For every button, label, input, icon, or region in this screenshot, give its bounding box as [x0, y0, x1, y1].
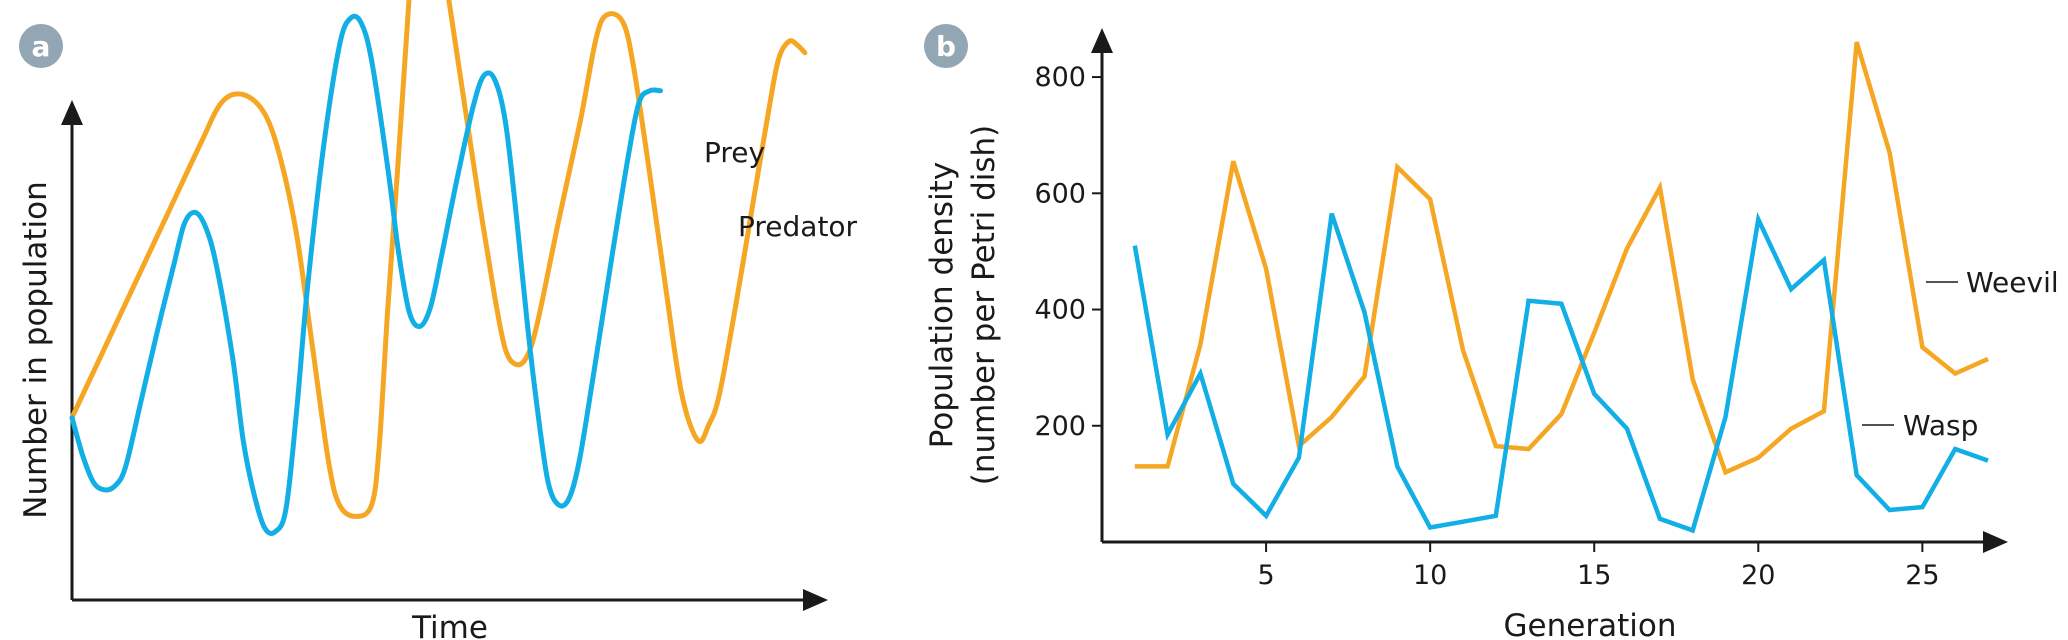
panel-b-badge: b	[924, 24, 968, 68]
panel-a-predator-label: Predator	[738, 210, 858, 243]
panel-b-y-tick-label: 600	[1034, 178, 1086, 209]
panel-b-x-tick-label: 10	[1413, 560, 1447, 591]
panel-a: a Number in population Time Prey Predato…	[18, 0, 858, 640]
panel-a-badge-label: a	[32, 30, 51, 63]
panel-a-badge: a	[19, 24, 63, 68]
panel-b-y-axis-label-line1: Population density	[924, 162, 960, 448]
panel-b-x-tick-label: 5	[1257, 560, 1274, 591]
panel-b-series	[1132, 41, 1989, 534]
panel-a-x-axis-label: Time	[411, 610, 488, 640]
panel-a-prey-label: Prey	[704, 136, 765, 169]
panel-b-wasp-label: Wasp	[1903, 409, 1978, 442]
panel-b-weevil-line	[1134, 41, 1989, 476]
panel-a-y-arrowhead	[61, 100, 83, 125]
panel-b-x-axis-label: Generation	[1504, 608, 1677, 640]
panel-b-weevil-label: Weevil	[1966, 266, 2059, 299]
panel-b-x-tick-label: 15	[1577, 560, 1611, 591]
panel-b-axes	[1091, 28, 2008, 553]
panel-b-x-tick-label: 25	[1905, 560, 1939, 591]
panel-b: b 5 10 15 20 25 200 400 600 800 Population densi…	[924, 24, 2059, 640]
panel-b-badge-label: b	[936, 30, 956, 63]
panel-b-wasp-line	[1132, 211, 1989, 534]
panel-b-ticks: 5 10 15 20 25 200 400 600 800	[1034, 62, 1939, 591]
panel-b-y-arrowhead	[1091, 28, 1113, 53]
panel-b-y-axis-label-line2: (number per Petri dish)	[966, 125, 1002, 486]
panel-a-series	[69, 0, 808, 536]
panel-b-y-tick-label: 400	[1034, 295, 1086, 326]
panel-b-y-tick-label: 800	[1034, 62, 1086, 93]
panel-b-x-arrowhead	[1983, 531, 2008, 553]
panel-a-axes	[61, 100, 828, 611]
panel-a-prey-line	[69, 0, 808, 519]
panel-b-y-tick-label: 200	[1034, 411, 1086, 442]
panel-a-x-arrowhead	[803, 589, 828, 611]
panel-a-predator-line	[69, 13, 663, 536]
panel-a-y-axis-label: Number in population	[18, 181, 54, 518]
panel-b-x-tick-label: 20	[1741, 560, 1775, 591]
